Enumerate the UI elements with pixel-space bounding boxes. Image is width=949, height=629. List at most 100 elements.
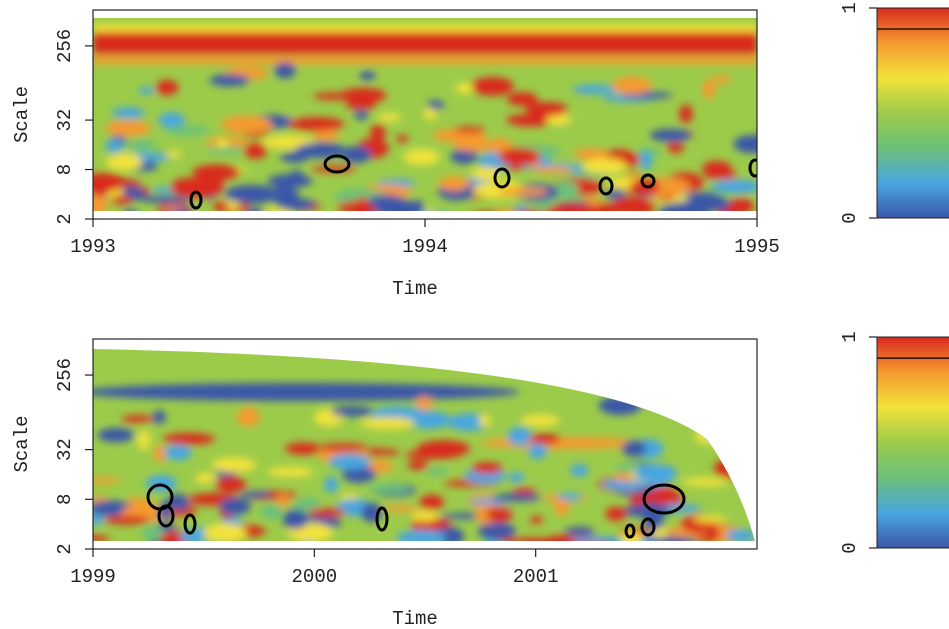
- colorbar-tick-label: 0: [839, 212, 861, 223]
- blob: [582, 158, 628, 174]
- blob: [163, 125, 210, 136]
- x-tick-label: 1999: [70, 566, 116, 588]
- plot-frame: [92, 338, 758, 550]
- blob: [216, 139, 230, 149]
- blob: [508, 472, 525, 483]
- blob: [142, 196, 191, 204]
- blob: [612, 76, 652, 95]
- blob: [203, 523, 247, 541]
- blob: [189, 541, 243, 553]
- blob: [686, 192, 721, 210]
- blob: [639, 151, 653, 170]
- blob: [492, 493, 542, 502]
- blob: [710, 179, 757, 194]
- blob: [324, 476, 339, 493]
- y-axis-label: Scale: [11, 415, 33, 472]
- blob: [166, 208, 195, 211]
- blob: [93, 477, 121, 484]
- blob: [520, 414, 560, 427]
- blob: [455, 82, 474, 94]
- band: [93, 383, 520, 401]
- blob: [419, 494, 445, 510]
- blob: [274, 62, 296, 79]
- x-tick-label: 1994: [402, 236, 448, 258]
- blob: [141, 525, 164, 541]
- blob: [512, 205, 531, 211]
- blob: [360, 417, 416, 430]
- y-tick-label: 2: [54, 543, 76, 554]
- x-tick-label: 1995: [734, 236, 780, 258]
- blob: [643, 510, 664, 530]
- blob: [497, 208, 516, 211]
- significance-contour: [493, 167, 511, 189]
- blob: [267, 467, 315, 478]
- blob: [216, 476, 247, 493]
- blob: [285, 442, 321, 455]
- blob: [366, 448, 388, 456]
- blob: [704, 170, 738, 180]
- blob: [163, 205, 185, 211]
- blob: [571, 535, 620, 541]
- blob: [339, 87, 387, 104]
- blob: [403, 148, 441, 165]
- blob: [280, 152, 309, 163]
- blob: [163, 433, 215, 445]
- blob: [224, 184, 279, 204]
- blob: [137, 430, 151, 450]
- blob: [105, 153, 143, 171]
- blob: [424, 467, 449, 475]
- blob: [137, 87, 155, 95]
- blob: [667, 142, 685, 153]
- significance-contour: [598, 176, 614, 196]
- y-tick-label: 32: [54, 109, 76, 132]
- blob: [546, 203, 600, 211]
- blob: [342, 466, 376, 483]
- x-tick-label: 2000: [292, 566, 338, 588]
- blob: [354, 109, 369, 120]
- blob: [153, 445, 167, 462]
- blob: [192, 164, 241, 181]
- colorbar-tick-label: 1: [839, 2, 861, 13]
- blob: [282, 509, 309, 530]
- x-tick-label: 2001: [513, 566, 559, 588]
- blob: [267, 174, 313, 188]
- blob: [209, 74, 250, 87]
- blob: [239, 491, 272, 499]
- blob: [530, 537, 565, 541]
- blob: [728, 198, 755, 211]
- blob: [295, 142, 347, 159]
- blob: [564, 526, 595, 536]
- blob: [317, 443, 368, 452]
- y-tick-label: 256: [54, 358, 76, 392]
- blob: [693, 515, 728, 523]
- blob: [211, 457, 257, 473]
- blob: [110, 195, 133, 205]
- blob: [328, 453, 371, 470]
- blob: [127, 138, 156, 151]
- significance-contour: [748, 158, 757, 178]
- x-tick-label: 1993: [70, 236, 116, 258]
- y-tick-label: 8: [54, 494, 76, 505]
- significance-contour: [189, 190, 203, 210]
- colorbar-tick-label: 1: [839, 331, 861, 342]
- y-tick-label: 2: [54, 213, 76, 224]
- blob: [173, 177, 225, 186]
- significance-contour: [640, 173, 656, 189]
- blob: [557, 493, 582, 501]
- blob: [152, 410, 166, 425]
- cone-of-influence: [93, 347, 757, 541]
- x-axis-label: Time: [392, 608, 438, 629]
- band: [93, 32, 757, 54]
- blob: [330, 406, 374, 417]
- blob: [396, 134, 409, 143]
- blob: [467, 498, 508, 505]
- blob: [382, 505, 420, 512]
- band: [93, 56, 757, 64]
- significance-contour: [642, 483, 686, 515]
- blob: [124, 209, 137, 211]
- blob: [243, 142, 267, 159]
- power-field: [93, 347, 757, 553]
- blob: [312, 92, 356, 100]
- blob: [423, 106, 437, 121]
- blob: [497, 187, 549, 196]
